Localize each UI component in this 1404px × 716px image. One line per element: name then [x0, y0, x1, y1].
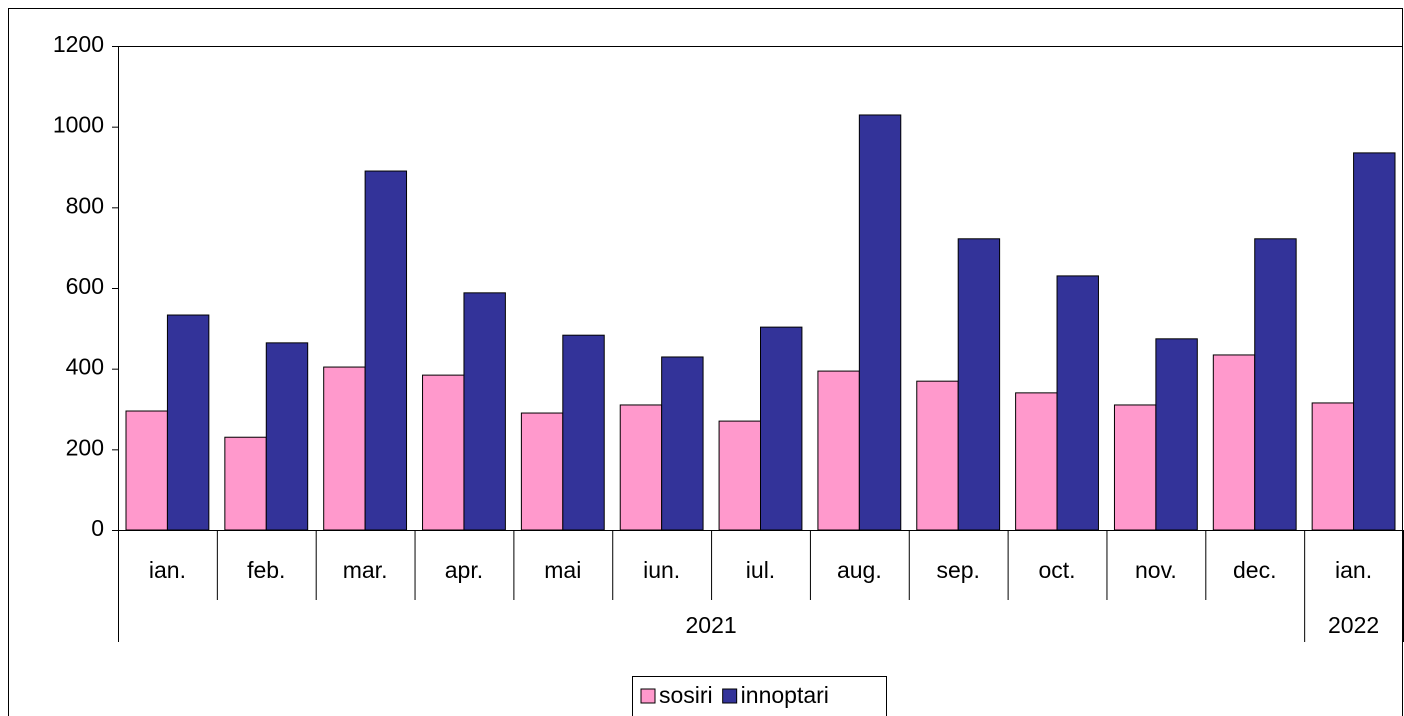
bar: [1056, 275, 1099, 531]
y-tick-label: 1200: [53, 31, 104, 57]
bar: [619, 404, 663, 531]
x-tick-label: apr.: [445, 557, 483, 583]
bar: [166, 314, 210, 531]
bar: [125, 410, 168, 531]
bar: [265, 342, 309, 531]
x-tick-label: mai: [544, 557, 581, 583]
y-tick-label: 0: [91, 515, 104, 541]
bar: [520, 412, 564, 531]
y-tick-label: 400: [66, 354, 104, 380]
bar: [1254, 238, 1297, 531]
bar: [957, 238, 1001, 531]
bar: [364, 170, 408, 531]
y-tick-label: 200: [66, 434, 104, 460]
x-tick-label: iul.: [746, 557, 775, 583]
bar: [1353, 152, 1396, 531]
bar: [718, 420, 761, 531]
x-tick-label: dec.: [1233, 557, 1276, 583]
x-tick-label: mar.: [343, 557, 388, 583]
bar: [817, 370, 860, 531]
x-tick-label: ian.: [149, 557, 186, 583]
x-tick-label: iun.: [643, 557, 680, 583]
year-label: 2022: [1328, 612, 1379, 638]
x-tick-label: oct.: [1038, 557, 1075, 583]
bar: [916, 380, 959, 531]
bar: [422, 374, 465, 531]
year-label: 2021: [685, 612, 736, 638]
y-tick-label: 600: [66, 273, 104, 299]
bar: [760, 326, 803, 531]
y-tick-label: 1000: [53, 112, 104, 138]
x-tick-label: aug.: [837, 557, 882, 583]
bar: [1212, 354, 1256, 531]
x-tick-label: sep.: [936, 557, 979, 583]
legend-swatch: [722, 688, 738, 704]
bar: [1311, 402, 1355, 531]
bar: [323, 366, 366, 531]
y-tick-label: 800: [66, 192, 104, 218]
bar: [858, 114, 902, 531]
bar: [661, 356, 704, 531]
bar: [1155, 338, 1198, 531]
x-tick-label: feb.: [247, 557, 285, 583]
bar: [463, 292, 506, 531]
bar: [1015, 392, 1058, 531]
bar: [224, 436, 267, 531]
x-tick-label: ian.: [1335, 557, 1372, 583]
bar: [1113, 404, 1157, 531]
legend-swatch: [640, 688, 656, 704]
bar: [562, 334, 605, 531]
legend-label: sosiri: [659, 682, 713, 708]
legend-label: innoptari: [741, 682, 829, 708]
legend-box: [632, 676, 887, 716]
x-tick-label: nov.: [1135, 557, 1177, 583]
